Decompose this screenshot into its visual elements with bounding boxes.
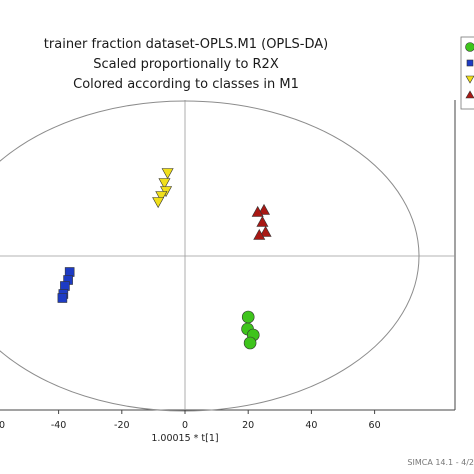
x-tick-label: -20: [114, 420, 130, 431]
data-points: [57, 168, 272, 350]
data-point-triangle-up: [259, 225, 272, 237]
x-axis-ticks: -40 -20 0 20 40 60 0: [0, 410, 381, 431]
data-point-triangle-up: [257, 203, 271, 215]
data-point-square: [57, 293, 68, 303]
title-line-1: trainer fraction dataset-OPLS.M1 (OPLS-D…: [44, 37, 328, 52]
data-point-triangle-up: [253, 228, 266, 240]
x-tick-label: -40: [51, 420, 67, 431]
data-point-triangle-up: [256, 215, 269, 227]
data-point-circle: [243, 336, 257, 350]
data-point-square: [466, 59, 474, 67]
legend: [460, 36, 474, 110]
data-point-circle: [465, 42, 474, 52]
title-line-3: Colored according to classes in M1: [73, 77, 299, 92]
software-footer: SIMCA 14.1 - 4/2: [407, 458, 474, 467]
data-point-triangle-down: [152, 197, 165, 209]
data-point-triangle-down: [465, 75, 474, 84]
data-point-circle: [241, 310, 255, 324]
data-point-triangle-up: [465, 90, 474, 99]
data-point-triangle-up: [251, 205, 264, 217]
title-line-2: Scaled proportionally to R2X: [93, 57, 279, 72]
data-point-triangle-down: [161, 168, 174, 180]
x-tick-label: 60: [369, 420, 381, 431]
x-axis-label: 1.00015 * t[1]: [151, 433, 218, 444]
legend-items: [465, 42, 474, 99]
chart-title: trainer fraction dataset-OPLS.M1 (OPLS-D…: [44, 37, 328, 92]
data-point-triangle-down: [158, 178, 171, 190]
x-tick-label: 40: [305, 420, 317, 431]
x-tick-label-clipped: 0: [0, 420, 5, 431]
data-point-square: [60, 281, 70, 291]
data-point-square: [64, 267, 75, 277]
x-tick-label: 0: [182, 420, 188, 431]
x-tick-label: 20: [242, 420, 254, 431]
legend-box: [460, 36, 474, 110]
data-point-triangle-down: [155, 191, 168, 203]
